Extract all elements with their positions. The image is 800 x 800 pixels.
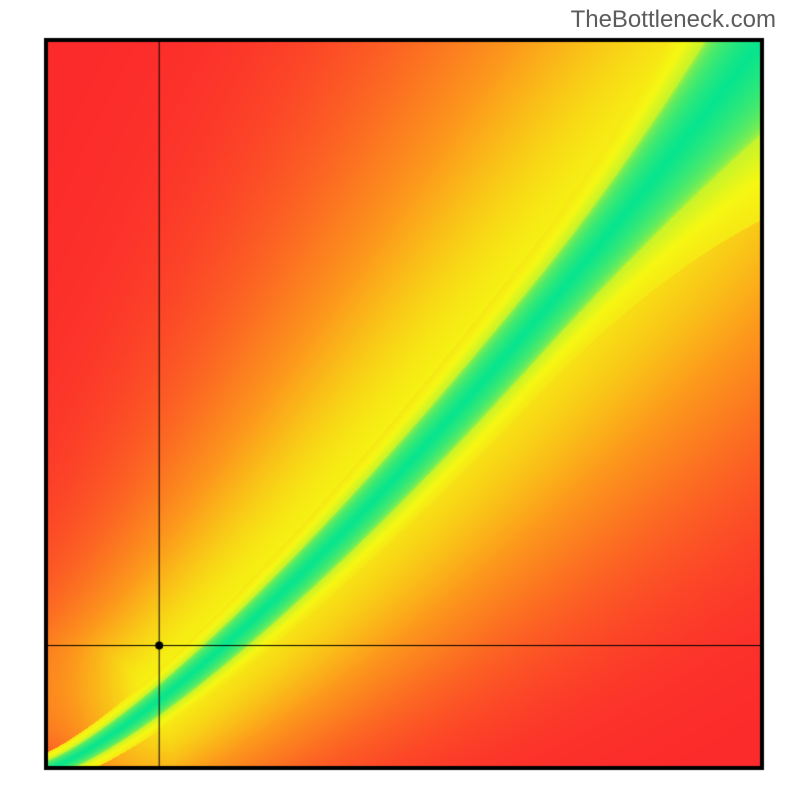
bottleneck-heatmap (0, 0, 800, 800)
watermark-text: TheBottleneck.com (571, 6, 776, 34)
chart-container: TheBottleneck.com (0, 0, 800, 800)
